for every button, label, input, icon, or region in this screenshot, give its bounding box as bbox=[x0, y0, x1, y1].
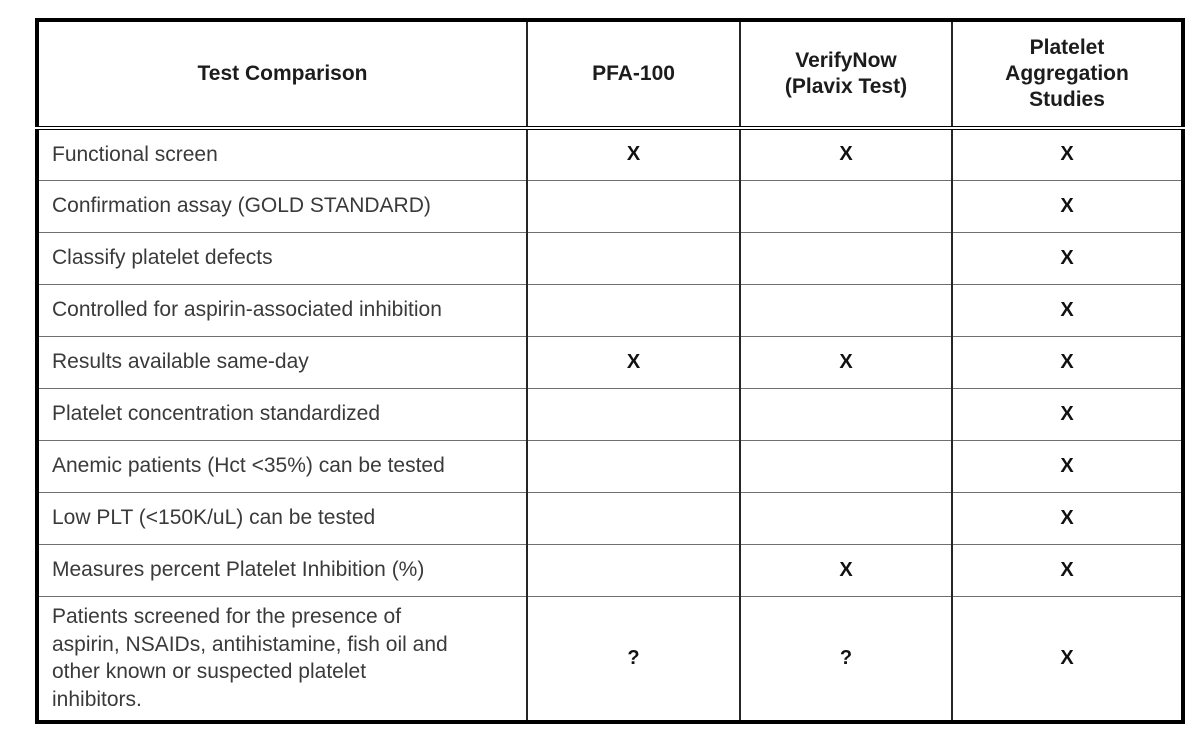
mark-cell-aggregation: X bbox=[951, 179, 1183, 232]
comparison-table-container: Test Comparison PFA-100 VerifyNow (Plavi… bbox=[35, 18, 1185, 724]
mark-cell-verifynow bbox=[739, 491, 952, 544]
mark-cell-aggregation: X bbox=[951, 595, 1183, 722]
row-label: Low PLT (<150K/uL) can be tested bbox=[37, 491, 527, 544]
mark-cell-verifynow: X bbox=[739, 543, 952, 596]
mark-cell-verifynow bbox=[739, 231, 952, 284]
mark-cell-aggregation: X bbox=[951, 387, 1183, 440]
table-row: Patients screened for the presence of as… bbox=[37, 595, 1183, 722]
mark-cell-verifynow: X bbox=[739, 127, 952, 180]
mark-cell-verifynow: X bbox=[739, 335, 952, 388]
mark-cell-aggregation: X bbox=[951, 491, 1183, 544]
column-header-pfa100: PFA-100 bbox=[526, 20, 740, 130]
table-row: Confirmation assay (GOLD STANDARD) X bbox=[37, 179, 1183, 232]
mark-cell-verifynow bbox=[739, 387, 952, 440]
row-label: Classify platelet defects bbox=[37, 231, 527, 284]
mark-cell-pfa100: X bbox=[526, 335, 740, 388]
test-comparison-table: Test Comparison PFA-100 VerifyNow (Plavi… bbox=[35, 18, 1185, 724]
mark-cell-pfa100 bbox=[526, 491, 740, 544]
mark-cell-pfa100 bbox=[526, 439, 740, 492]
mark-cell-pfa100: ? bbox=[526, 595, 740, 722]
table-row: Controlled for aspirin-associated inhibi… bbox=[37, 283, 1183, 336]
mark-cell-pfa100 bbox=[526, 179, 740, 232]
row-label: Measures percent Platelet Inhibition (%) bbox=[37, 543, 527, 596]
row-label: Controlled for aspirin-associated inhibi… bbox=[37, 283, 527, 336]
mark-cell-aggregation: X bbox=[951, 543, 1183, 596]
mark-cell-pfa100 bbox=[526, 543, 740, 596]
mark-cell-pfa100 bbox=[526, 283, 740, 336]
row-label: Results available same-day bbox=[37, 335, 527, 388]
table-row: Results available same-day X X X bbox=[37, 335, 1183, 388]
mark-cell-aggregation: X bbox=[951, 231, 1183, 284]
mark-cell-pfa100: X bbox=[526, 127, 740, 180]
row-label: Patients screened for the presence of as… bbox=[37, 595, 527, 722]
mark-cell-pfa100 bbox=[526, 231, 740, 284]
mark-cell-verifynow bbox=[739, 439, 952, 492]
mark-cell-aggregation: X bbox=[951, 283, 1183, 336]
table-row: Low PLT (<150K/uL) can be tested X bbox=[37, 491, 1183, 544]
mark-cell-aggregation: X bbox=[951, 335, 1183, 388]
table-body: Functional screen X X X Confirmation ass… bbox=[37, 127, 1183, 722]
row-label: Functional screen bbox=[37, 127, 527, 180]
column-header-test-comparison: Test Comparison bbox=[37, 20, 527, 130]
row-label: Anemic patients (Hct <35%) can be tested bbox=[37, 439, 527, 492]
mark-cell-pfa100 bbox=[526, 387, 740, 440]
mark-cell-verifynow bbox=[739, 179, 952, 232]
table-row: Measures percent Platelet Inhibition (%)… bbox=[37, 543, 1183, 596]
column-header-verifynow: VerifyNow (Plavix Test) bbox=[739, 20, 952, 130]
row-label: Platelet concentration standardized bbox=[37, 387, 527, 440]
mark-cell-verifynow bbox=[739, 283, 952, 336]
table-row: Platelet concentration standardized X bbox=[37, 387, 1183, 440]
table-row: Functional screen X X X bbox=[37, 127, 1183, 180]
table-row: Anemic patients (Hct <35%) can be tested… bbox=[37, 439, 1183, 492]
row-label: Confirmation assay (GOLD STANDARD) bbox=[37, 179, 527, 232]
table-row: Classify platelet defects X bbox=[37, 231, 1183, 284]
mark-cell-aggregation: X bbox=[951, 439, 1183, 492]
mark-cell-verifynow: ? bbox=[739, 595, 952, 722]
mark-cell-aggregation: X bbox=[951, 127, 1183, 180]
header-row: Test Comparison PFA-100 VerifyNow (Plavi… bbox=[37, 20, 1183, 130]
column-header-aggregation: Platelet Aggregation Studies bbox=[951, 20, 1183, 130]
table-header: Test Comparison PFA-100 VerifyNow (Plavi… bbox=[37, 20, 1183, 130]
